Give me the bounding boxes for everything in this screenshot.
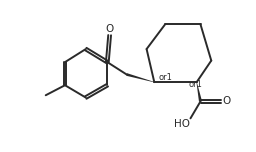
Polygon shape bbox=[196, 82, 202, 102]
Text: HO: HO bbox=[174, 119, 190, 129]
Text: O: O bbox=[222, 96, 230, 106]
Text: or1: or1 bbox=[189, 80, 203, 89]
Text: or1: or1 bbox=[158, 73, 172, 82]
Polygon shape bbox=[126, 73, 154, 82]
Text: O: O bbox=[105, 24, 114, 34]
